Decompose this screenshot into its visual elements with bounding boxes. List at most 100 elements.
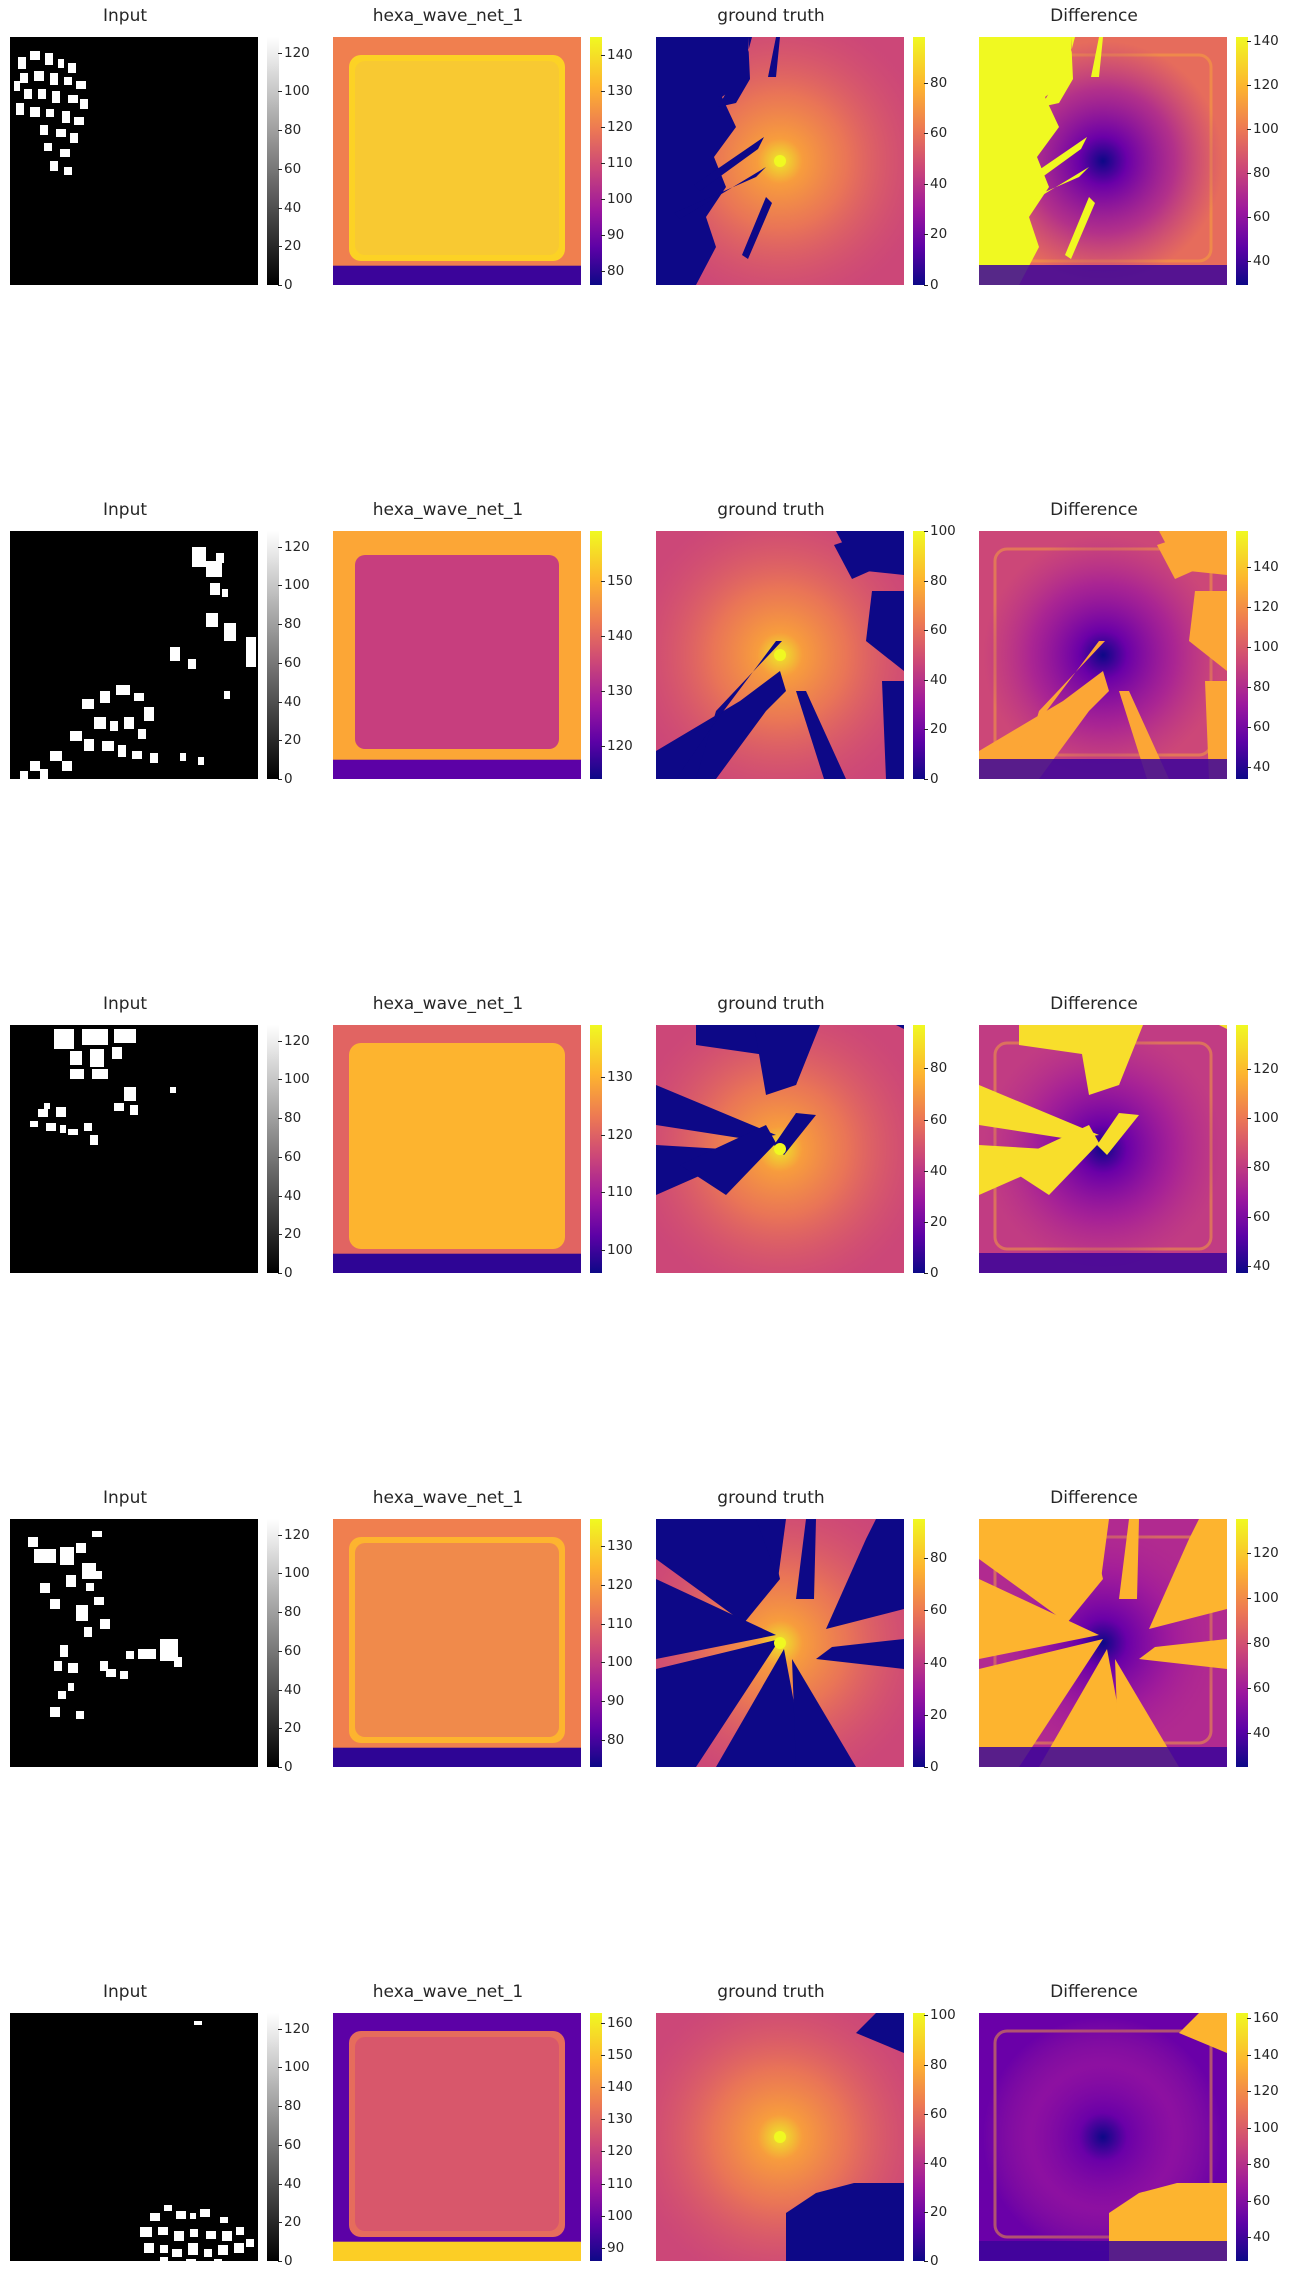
colorbar-tick-label: 100 xyxy=(278,577,310,594)
panel-title: Difference xyxy=(1050,1982,1138,2002)
colorbar-tick-label: 60 xyxy=(277,654,302,671)
colorbar-tick-label: 60 xyxy=(923,622,948,639)
colorbar-tick-label: 120 xyxy=(1247,1061,1279,1078)
panel-title: ground truth xyxy=(717,1982,825,2002)
colorbar-tick-label: 60 xyxy=(923,1111,948,1128)
colorbar xyxy=(267,1025,279,1273)
panel-row3-col3: ground truth 0 20 40 60 80 xyxy=(646,994,966,1280)
colorbar-tick-label: 40 xyxy=(1246,759,1271,775)
colorbar-tick-label: 100 xyxy=(1247,1589,1279,1606)
colorbar-tick-label: 40 xyxy=(923,1654,948,1671)
heatmap-image xyxy=(979,531,1227,779)
heatmap-image xyxy=(656,531,904,779)
colorbar-tick-label: 100 xyxy=(601,1241,633,1258)
colorbar-tick-label: 120 xyxy=(278,1526,310,1543)
colorbar xyxy=(913,2013,925,2261)
panel-title: hexa_wave_net_1 xyxy=(372,1488,524,1508)
panel-title: Input xyxy=(102,500,148,520)
colorbar-tick-label: 120 xyxy=(601,118,633,135)
colorbar-tick-label: 100 xyxy=(601,1654,633,1671)
colorbar-tick-label: 110 xyxy=(601,1184,633,1201)
colorbar-tick-label: 100 xyxy=(924,523,956,539)
colorbar-tick-label: 120 xyxy=(601,1576,633,1593)
colorbar xyxy=(913,1519,925,1767)
panel-row3-col4: Difference 40 60 80 100 120 xyxy=(969,994,1289,1274)
colorbar-tick-label: 80 xyxy=(923,2056,948,2073)
heatmap-image xyxy=(10,531,258,779)
heatmap-image xyxy=(10,1025,258,1273)
heatmap-image xyxy=(10,1519,258,1767)
colorbar-tick-label: 100 xyxy=(1247,639,1279,655)
colorbar xyxy=(590,1025,602,1273)
colorbar-tick-label: 140 xyxy=(601,46,633,63)
colorbar-tick-label: 40 xyxy=(1246,1725,1271,1742)
colorbar-tick-label: 80 xyxy=(277,122,302,138)
colorbar-tick-label: 110 xyxy=(601,1615,633,1632)
colorbar-tick-label: 40 xyxy=(277,1187,302,1204)
colorbar-tick-label: 140 xyxy=(1247,2046,1279,2063)
colorbar-tick-label: 40 xyxy=(277,199,302,216)
panel-row2-col4: Difference 40 60 80 100 120 140 xyxy=(969,500,1289,780)
colorbar-tick-label: 120 xyxy=(278,44,310,61)
colorbar-tick-label: 20 xyxy=(923,1706,948,1723)
colorbar-tick-label: 90 xyxy=(600,1693,625,1710)
colorbar-tick-label: 20 xyxy=(277,2214,302,2231)
colorbar-tick-label: 60 xyxy=(1246,2192,1271,2209)
colorbar-tick-label: 160 xyxy=(1247,2010,1279,2027)
colorbar xyxy=(590,531,602,779)
colorbar-tick-label: 80 xyxy=(600,262,625,279)
colorbar xyxy=(267,37,279,285)
heatmap-image xyxy=(656,2013,904,2261)
heatmap-image xyxy=(10,2013,258,2261)
panel-row2-col2: hexa_wave_net_1 120 130 140 150 xyxy=(323,500,643,780)
colorbar-tick-label: 120 xyxy=(278,1032,310,1049)
colorbar xyxy=(1236,1025,1248,1273)
panel-title: Input xyxy=(102,6,148,26)
colorbar xyxy=(1236,531,1248,779)
panel-row1-col1: Input 0 20 40 60 80 100 120 xyxy=(0,6,320,292)
colorbar-tick-label: 80 xyxy=(1246,1635,1271,1651)
colorbar-tick-label: 60 xyxy=(923,2105,948,2122)
heatmap-image xyxy=(979,1025,1227,1273)
panel-row1-col4: Difference 40 60 80 100 120 140 xyxy=(969,6,1289,286)
colorbar-tick-label: 100 xyxy=(278,1565,310,1582)
panel-title: ground truth xyxy=(717,994,825,1014)
colorbar-tick-label: 110 xyxy=(601,154,633,171)
colorbar-tick-label: 20 xyxy=(923,226,948,243)
colorbar xyxy=(590,37,602,285)
colorbar-tick-label: 120 xyxy=(601,737,633,754)
colorbar-tick-label: 160 xyxy=(601,2014,633,2031)
colorbar-tick-label: 60 xyxy=(277,2136,302,2153)
colorbar-tick-label: 60 xyxy=(923,1602,948,1619)
panel-title: Difference xyxy=(1050,1488,1138,1508)
panel-row5-col3: ground truth 0 20 40 60 80 100 xyxy=(646,1982,966,2268)
panel-row5-col4: Difference 40 60 80 100 120 140 160 xyxy=(969,1982,1289,2262)
colorbar-tick-label: 80 xyxy=(277,2098,302,2114)
colorbar-tick-label: 20 xyxy=(277,732,302,749)
colorbar-tick-label: 80 xyxy=(923,572,948,589)
colorbar-tick-label: 130 xyxy=(601,82,633,99)
colorbar-tick-label: 110 xyxy=(601,2175,633,2192)
colorbar-tick-label: 0 xyxy=(924,771,939,787)
colorbar-tick-label: 0 xyxy=(278,1265,293,1281)
heatmap-image xyxy=(333,1519,581,1767)
panel-title: Difference xyxy=(1050,6,1138,26)
colorbar-tick-label: 80 xyxy=(923,1550,948,1567)
colorbar xyxy=(913,531,925,779)
panel-row1-col2: hexa_wave_net_1 80 90 100 110 120 130 140 xyxy=(323,6,643,286)
colorbar-tick-label: 130 xyxy=(601,2111,633,2128)
colorbar-tick-label: 100 xyxy=(278,83,310,100)
panel-title: ground truth xyxy=(717,6,825,26)
colorbar xyxy=(1236,37,1248,285)
colorbar-tick-label: 0 xyxy=(924,1265,939,1281)
colorbar-tick-label: 120 xyxy=(601,1126,633,1143)
panel-title: hexa_wave_net_1 xyxy=(372,6,524,26)
heatmap-image xyxy=(333,531,581,779)
colorbar-tick-label: 40 xyxy=(923,2154,948,2171)
heatmap-image xyxy=(979,37,1227,285)
colorbar-tick-label: 150 xyxy=(601,572,633,589)
colorbar-tick-label: 120 xyxy=(278,538,310,555)
colorbar-tick-label: 0 xyxy=(278,2253,293,2269)
colorbar-tick-label: 20 xyxy=(277,1226,302,1243)
